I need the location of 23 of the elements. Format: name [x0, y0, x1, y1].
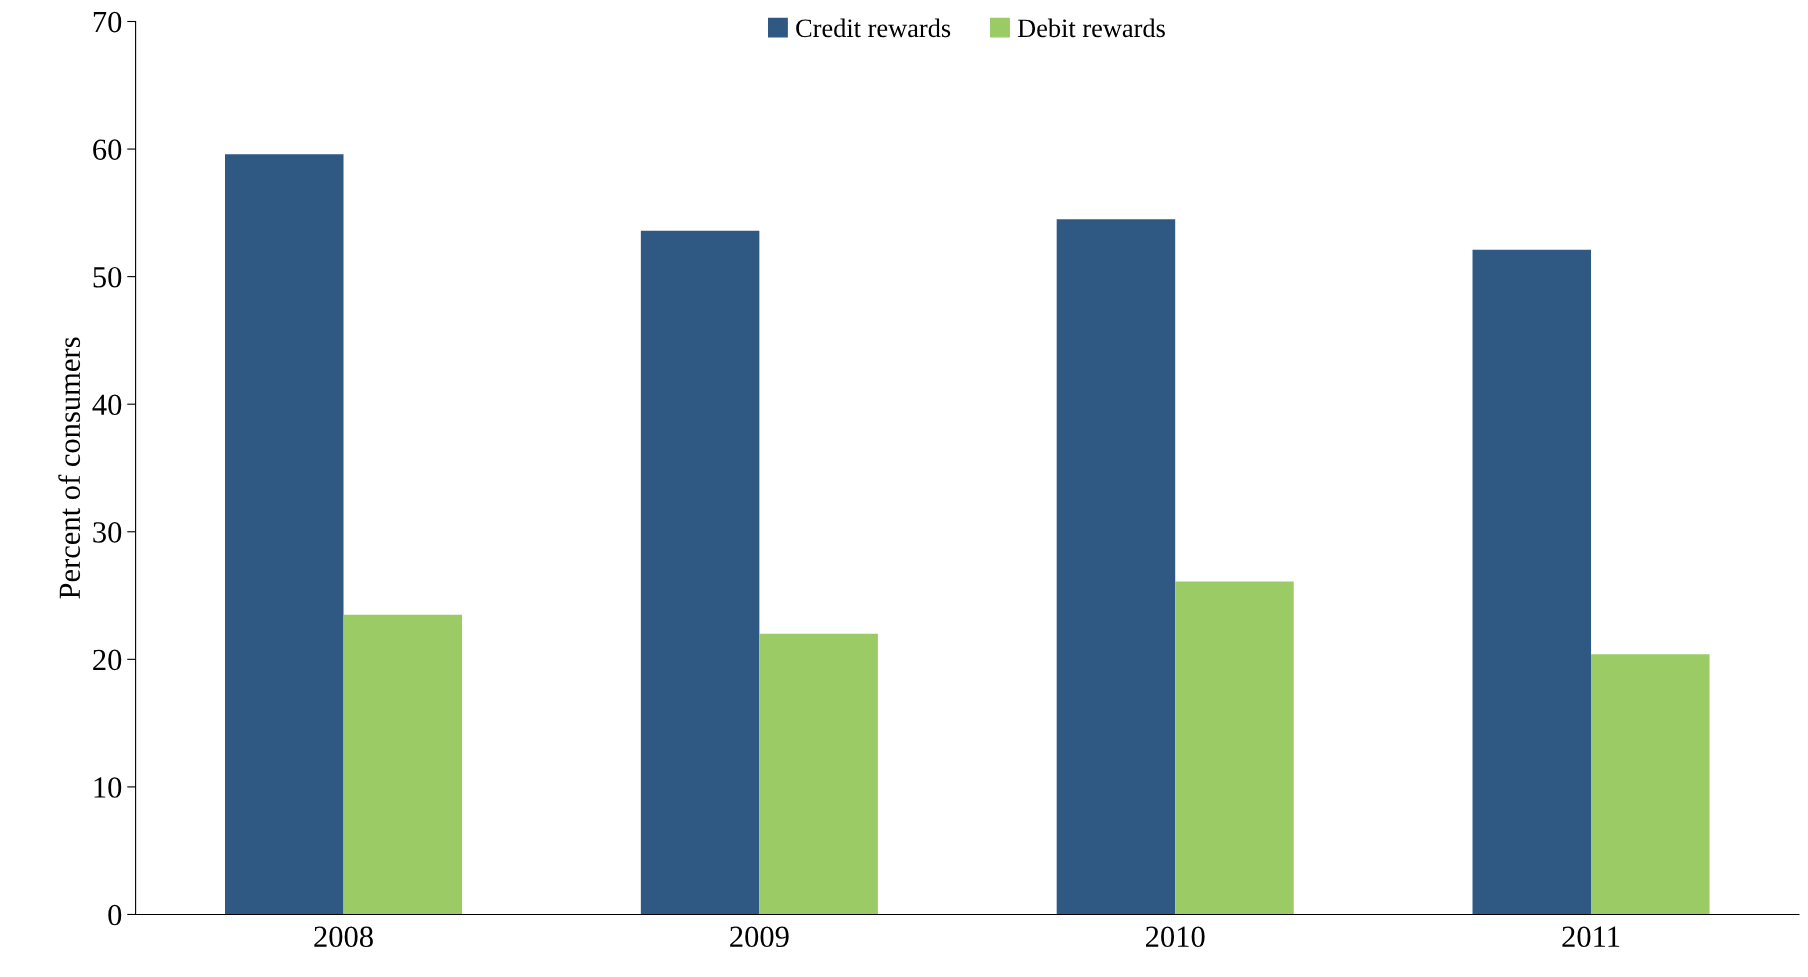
- y-tick-label: 20: [93, 649, 122, 671]
- y-tick-label: 30: [93, 522, 122, 543]
- y-tick-label: 40: [92, 394, 122, 416]
- y-axis-title: Percent of consumers: [58, 337, 81, 599]
- bar: [759, 633, 878, 915]
- bar: [225, 154, 344, 915]
- legend-label: Debit rewards: [1017, 18, 1165, 38]
- bar: [640, 230, 760, 915]
- y-tick-label: 0: [108, 904, 122, 926]
- x-tick-label: 2009: [730, 926, 789, 948]
- bar: [1175, 581, 1294, 915]
- y-tick-label: 10: [94, 777, 122, 798]
- bar: [343, 614, 463, 915]
- y-tick-label: 70: [93, 11, 122, 33]
- bar: [1591, 654, 1710, 915]
- legend-label: Credit rewards: [796, 18, 951, 38]
- y-tick-label: 50: [93, 266, 122, 288]
- x-tick-label: 2008: [314, 926, 373, 948]
- x-tick-label: 2011: [1562, 926, 1620, 948]
- y-tick-label: 60: [93, 139, 122, 160]
- bar: [1056, 219, 1176, 915]
- x-tick-label: 2010: [1145, 926, 1205, 948]
- bar: [1472, 249, 1592, 915]
